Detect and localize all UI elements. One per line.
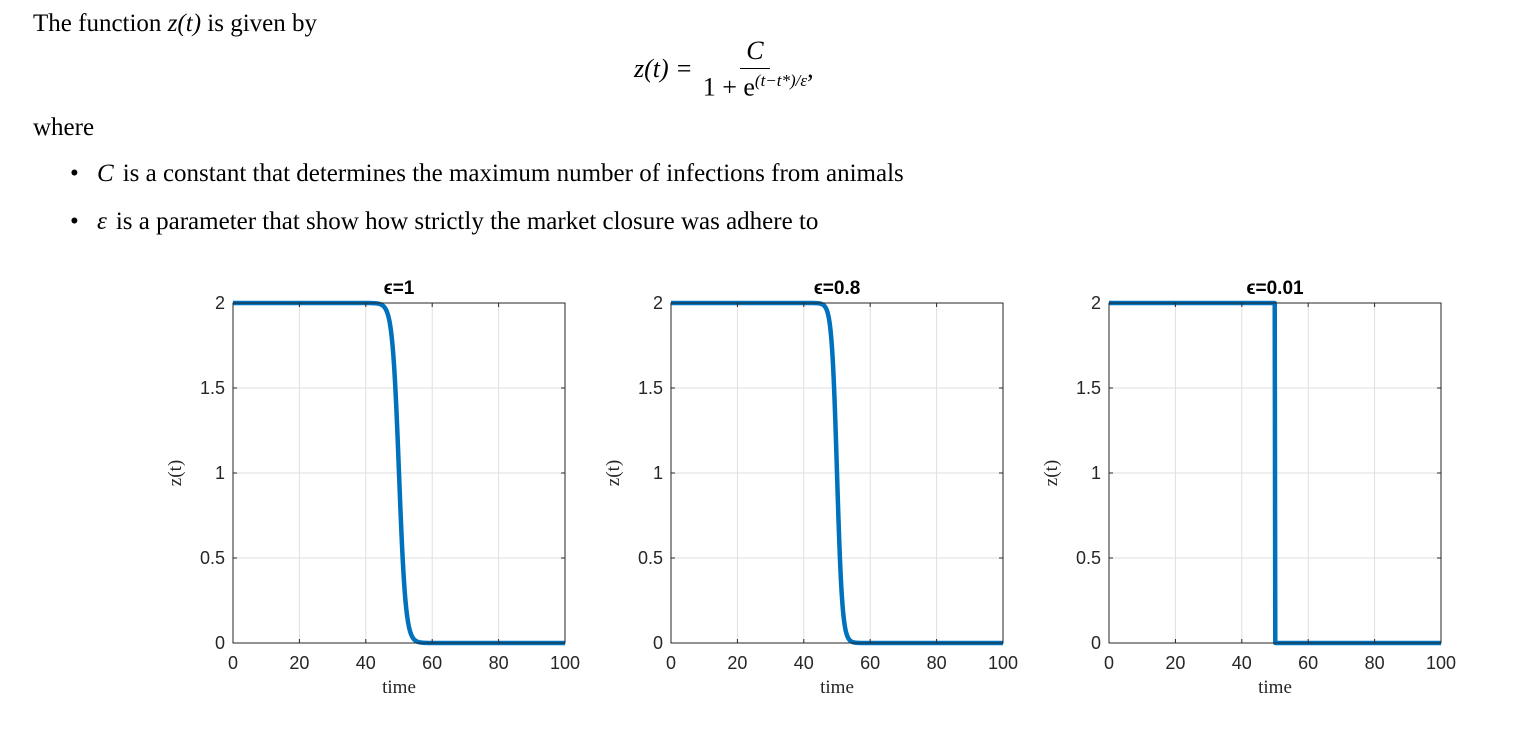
y-tick-label: 2 xyxy=(653,293,663,313)
x-tick-label: 0 xyxy=(666,653,676,673)
y-tick-label: 0 xyxy=(653,633,663,653)
formula-tail: , xyxy=(807,54,814,84)
y-tick-label: 2 xyxy=(215,293,225,313)
x-axis-label: time xyxy=(820,677,854,698)
y-tick-label: 0.5 xyxy=(1076,548,1101,568)
chart-panel-1: 0 20 40 60 80 100 0 0.5 1 1.5 2 ϵ=1 time z(t) xyxy=(165,278,580,698)
x-tick-label: 20 xyxy=(1165,653,1185,673)
list-item: • C is a constant that determines the ma… xyxy=(70,160,904,188)
formula: z(t) = C 1 + e(t−t*)/ε , xyxy=(634,36,814,103)
formula-lhs: z(t) = xyxy=(634,54,693,84)
y-tick-label: 2 xyxy=(1091,293,1101,313)
y-tick-label: 1 xyxy=(1091,463,1101,483)
intro-suffix: is given by xyxy=(201,10,317,37)
x-tick-label: 0 xyxy=(228,653,238,673)
x-tick-label: 40 xyxy=(794,653,814,673)
y-tick-label: 0 xyxy=(1091,633,1101,653)
y-tick-label: 1 xyxy=(215,463,225,483)
x-tick-label: 40 xyxy=(1232,653,1252,673)
bullet1-text: is a constant that determines the maximu… xyxy=(122,160,904,187)
x-tick-label: 80 xyxy=(1365,653,1385,673)
formula-den-base: 1 + e xyxy=(702,72,755,102)
chart-panel-3: 0 20 40 60 80 100 0 0.5 1 1.5 2 ϵ=0.01 time z(t) xyxy=(1041,278,1456,698)
chart-panel-2: 0 20 40 60 80 100 0 0.5 1 1.5 2 ϵ=0.8 time z(t) xyxy=(603,278,1018,698)
x-tick-label: 20 xyxy=(727,653,747,673)
y-tick-label: 0.5 xyxy=(200,548,225,568)
formula-denominator: 1 + e(t−t*)/ε xyxy=(703,69,807,103)
y-tick-label: 1 xyxy=(653,463,663,483)
x-tick-label: 0 xyxy=(1104,653,1114,673)
y-tick-label: 0.5 xyxy=(638,548,663,568)
x-tick-label: 40 xyxy=(356,653,376,673)
bullet2-symbol: ε xyxy=(97,208,107,235)
x-axis-label: time xyxy=(1258,677,1292,698)
intro-func: z(t) xyxy=(167,10,202,37)
list-item: • ε is a parameter that show how strictl… xyxy=(70,208,904,236)
x-tick-label: 60 xyxy=(422,653,442,673)
x-axis-label: time xyxy=(382,677,416,698)
intro-prefix: The function xyxy=(33,10,168,37)
intro-text: The function z(t) is given by xyxy=(33,10,317,38)
x-tick-label: 20 xyxy=(289,653,309,673)
bullet-icon: • xyxy=(70,160,79,187)
chart-title: ϵ=0.01 xyxy=(1246,278,1304,299)
parameter-list: • C is a constant that determines the ma… xyxy=(70,160,904,256)
x-tick-label: 60 xyxy=(860,653,880,673)
where-label: where xyxy=(33,114,95,141)
x-tick-label: 60 xyxy=(1298,653,1318,673)
x-tick-label: 100 xyxy=(1426,653,1456,673)
formula-numerator: C xyxy=(740,36,770,69)
y-axis-label: z(t) xyxy=(1041,460,1062,486)
formula-fraction: C 1 + e(t−t*)/ε xyxy=(703,36,807,103)
bullet-icon: • xyxy=(70,208,79,235)
y-tick-label: 1.5 xyxy=(1076,378,1101,398)
x-tick-label: 100 xyxy=(550,653,580,673)
chart-title: ϵ=1 xyxy=(384,278,415,299)
chart-title: ϵ=0.8 xyxy=(814,278,861,299)
y-tick-label: 1.5 xyxy=(200,378,225,398)
x-tick-label: 100 xyxy=(988,653,1018,673)
y-tick-label: 1.5 xyxy=(638,378,663,398)
formula-den-exp: (t−t*)/ε xyxy=(754,71,808,90)
y-axis-label: z(t) xyxy=(165,460,186,486)
x-tick-label: 80 xyxy=(489,653,509,673)
bullet2-text: is a parameter that show how strictly th… xyxy=(115,208,819,235)
y-axis-label: z(t) xyxy=(603,460,624,486)
x-tick-label: 80 xyxy=(927,653,947,673)
bullet1-symbol: C xyxy=(97,160,114,187)
y-tick-label: 0 xyxy=(215,633,225,653)
